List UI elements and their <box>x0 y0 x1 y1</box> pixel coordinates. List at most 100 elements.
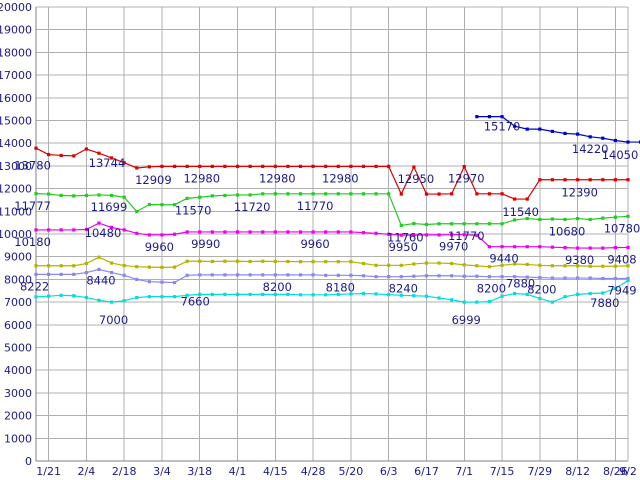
data-point-label: 6999 <box>452 313 481 327</box>
data-point-marker <box>399 293 403 297</box>
data-point-marker <box>147 280 151 284</box>
data-point-marker <box>311 293 315 297</box>
data-point-marker <box>147 165 151 169</box>
data-point-marker <box>72 194 76 198</box>
x-axis-tick-label: 9/2 <box>619 465 637 478</box>
data-point-marker <box>210 230 214 234</box>
data-point-marker <box>59 293 63 297</box>
data-point-marker <box>198 164 202 168</box>
x-axis-tick-label: 5/20 <box>339 465 364 478</box>
data-point-label: 8440 <box>86 273 115 287</box>
data-point-marker <box>576 264 580 268</box>
data-point-marker <box>122 299 126 303</box>
data-point-label: 13744 <box>89 156 126 170</box>
data-point-marker <box>46 228 51 232</box>
data-point-marker <box>46 294 51 298</box>
series-line-cyan <box>35 280 629 303</box>
data-point-marker <box>626 140 630 144</box>
data-point-marker <box>576 276 580 280</box>
data-point-marker <box>223 292 227 296</box>
x-axis-tick-label: 7/1 <box>455 465 473 478</box>
data-point-marker <box>273 192 277 196</box>
data-point-marker <box>437 192 441 196</box>
data-point-marker <box>336 164 340 168</box>
data-point-marker <box>563 295 567 299</box>
data-point-marker <box>361 231 366 235</box>
data-point-label: 7949 <box>607 284 636 298</box>
data-point-marker <box>261 259 265 263</box>
data-point-marker <box>538 217 542 222</box>
data-point-marker <box>387 263 391 267</box>
y-axis-tick-label: 0 <box>25 455 32 468</box>
data-point-marker <box>613 286 618 291</box>
data-point-marker <box>324 192 328 196</box>
data-point-marker <box>109 225 114 230</box>
data-point-marker <box>588 217 592 222</box>
x-axis-tick-label: 7/15 <box>490 465 515 478</box>
data-point-label: 12909 <box>135 173 172 187</box>
data-point-marker <box>185 293 189 297</box>
data-point-marker <box>550 245 555 249</box>
data-point-marker <box>399 275 403 279</box>
data-point-marker <box>160 233 164 237</box>
data-point-marker <box>538 275 542 280</box>
data-point-marker <box>475 300 479 304</box>
data-point-marker <box>349 260 353 264</box>
data-point-marker <box>198 195 202 199</box>
data-point-marker <box>412 233 416 237</box>
data-point-marker <box>210 292 214 296</box>
data-point-marker <box>626 276 630 281</box>
data-point-marker <box>399 263 403 267</box>
y-axis-tick-label: 20000 <box>0 1 32 14</box>
data-point-marker <box>500 115 504 119</box>
data-point-marker <box>122 195 126 199</box>
data-point-marker <box>261 292 265 296</box>
data-point-marker <box>487 265 492 269</box>
series-line-olive <box>36 256 629 268</box>
data-point-marker <box>72 264 76 268</box>
data-point-marker <box>450 233 454 237</box>
data-point-marker <box>613 276 618 281</box>
data-point-marker <box>513 291 517 296</box>
data-point-label: 7000 <box>99 313 128 327</box>
data-point-marker <box>286 192 290 196</box>
data-point-marker <box>72 154 76 158</box>
data-point-marker <box>235 230 240 234</box>
data-point-marker <box>198 259 202 263</box>
data-point-marker <box>286 164 290 168</box>
data-point-marker <box>361 291 366 296</box>
data-point-marker <box>46 272 51 276</box>
data-point-label: 11720 <box>234 200 271 214</box>
data-point-marker <box>46 192 51 196</box>
data-point-marker <box>286 230 290 234</box>
data-point-marker <box>109 156 114 160</box>
data-point-marker <box>261 192 265 196</box>
data-point-marker <box>500 192 504 196</box>
data-point-label: 11570 <box>175 203 212 217</box>
data-point-marker <box>223 230 227 234</box>
data-point-marker <box>185 230 189 234</box>
data-point-label: 7880 <box>590 296 619 310</box>
data-point-marker <box>513 197 517 201</box>
y-axis-tick-label: 1000 <box>4 432 32 445</box>
data-point-marker <box>399 233 403 237</box>
data-point-label: 10680 <box>549 224 586 238</box>
data-point-marker <box>538 296 542 301</box>
data-point-marker <box>424 294 429 298</box>
data-point-marker <box>311 273 315 277</box>
series-lines <box>34 115 640 304</box>
data-point-marker <box>601 178 605 182</box>
data-point-marker <box>84 261 88 266</box>
data-point-marker <box>210 164 214 168</box>
data-point-marker <box>550 178 555 182</box>
data-point-marker <box>613 215 618 219</box>
data-point-marker <box>97 298 101 302</box>
data-point-marker <box>450 192 454 196</box>
data-point-marker <box>97 193 101 197</box>
x-axis-tick-label: 8/26 <box>603 465 628 478</box>
x-axis-tick-label: 4/15 <box>263 465 288 478</box>
y-axis-tick-label: 11000 <box>0 205 32 218</box>
data-point-label: 8240 <box>389 282 418 296</box>
data-point-marker <box>601 276 605 281</box>
data-point-label: 8200 <box>527 283 556 297</box>
